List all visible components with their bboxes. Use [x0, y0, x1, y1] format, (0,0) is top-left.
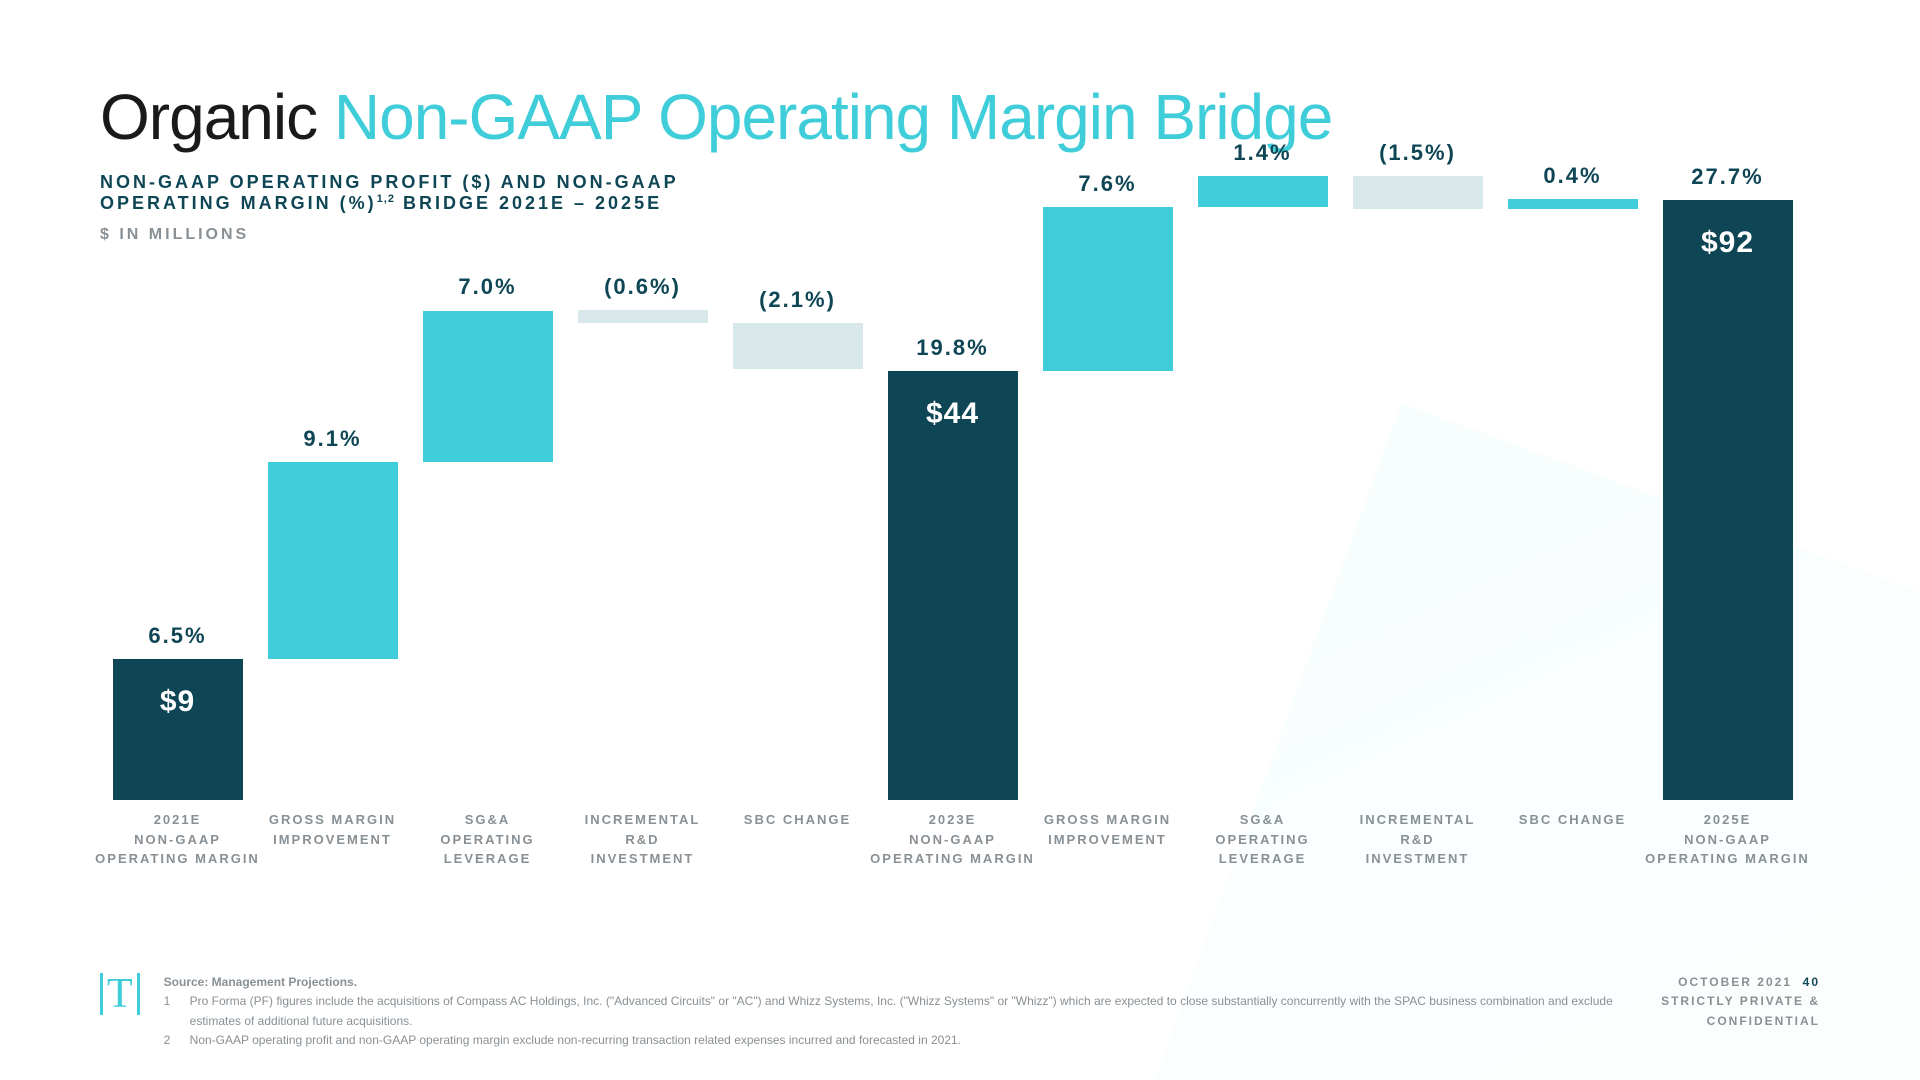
chart-column: (2.1%)	[720, 170, 875, 800]
chart-value-label: $92	[1701, 226, 1754, 260]
chart-bar	[1508, 199, 1638, 209]
chart-pct-label: 6.5%	[148, 623, 206, 649]
title-cyan: Non-GAAP Operating Margin Bridge	[334, 81, 1332, 153]
chart-pct-label: 27.7%	[1691, 164, 1763, 190]
logo-icon: T	[100, 973, 140, 1015]
chart-column: 1.4%	[1185, 170, 1340, 800]
chart-bar	[1663, 200, 1793, 800]
chart-value-label: $44	[926, 397, 979, 431]
chart-xlabel: INCREMENTALR&DINVESTMENT	[1332, 810, 1503, 869]
chart-xlabel: INCREMENTALR&DINVESTMENT	[557, 810, 728, 869]
confidential-label: STRICTLY PRIVATE &CONFIDENTIAL	[1661, 992, 1820, 1030]
chart-xlabel: GROSS MARGINIMPROVEMENT	[247, 810, 418, 849]
chart-xlabel: SG&AOPERATINGLEVERAGE	[1177, 810, 1348, 869]
footer-meta: OCTOBER 2021 40 STRICTLY PRIVATE &CONFID…	[1661, 973, 1820, 1031]
chart-bar	[268, 462, 398, 659]
chart-pct-label: 7.6%	[1078, 171, 1136, 197]
chart-column: (1.5%)	[1340, 170, 1495, 800]
slide: Organic Non-GAAP Operating Margin Bridge…	[0, 0, 1920, 1080]
chart-value-label: $9	[160, 685, 195, 719]
footnotes: Source: Management Projections. 1Pro For…	[164, 973, 1637, 1050]
chart-xlabel: GROSS MARGINIMPROVEMENT	[1022, 810, 1193, 849]
chart-bar	[1043, 207, 1173, 372]
chart-column: 7.0%	[410, 170, 565, 800]
chart-xaxis: 2021ENON-GAAPOPERATING MARGINGROSS MARGI…	[100, 810, 1820, 890]
footer: T Source: Management Projections. 1Pro F…	[100, 973, 1820, 1050]
footnote-1: 1Pro Forma (PF) figures include the acqu…	[164, 992, 1637, 1030]
chart-bar	[733, 323, 863, 368]
chart-column: 6.5% $9	[100, 170, 255, 800]
waterfall-chart: 6.5% $9 9.1% 7.0% (0.6%) (2.1%) 19.8% $44 7.6% 1.…	[100, 170, 1820, 890]
footnote-2: 2Non-GAAP operating profit and non-GAAP …	[164, 1031, 1637, 1050]
page-title: Organic Non-GAAP Operating Margin Bridge	[100, 80, 1820, 154]
chart-xlabel: 2021ENON-GAAPOPERATING MARGIN	[92, 810, 263, 869]
chart-bar	[113, 659, 243, 800]
chart-column: 7.6%	[1030, 170, 1185, 800]
chart-plot: 6.5% $9 9.1% 7.0% (0.6%) (2.1%) 19.8% $44 7.6% 1.…	[100, 170, 1820, 800]
source-line: Source: Management Projections.	[164, 973, 1637, 992]
chart-column: 19.8% $44	[875, 170, 1030, 800]
chart-pct-label: (1.5%)	[1379, 140, 1456, 166]
chart-bar	[578, 310, 708, 323]
chart-bar	[1353, 176, 1483, 208]
chart-bar	[423, 311, 553, 463]
chart-pct-label: (2.1%)	[759, 287, 836, 313]
chart-pct-label: 7.0%	[458, 274, 516, 300]
chart-column: (0.6%)	[565, 170, 720, 800]
chart-xlabel: 2023ENON-GAAPOPERATING MARGIN	[867, 810, 1038, 869]
chart-xlabel: SBC CHANGE	[712, 810, 883, 830]
chart-pct-label: 1.4%	[1233, 140, 1291, 166]
chart-xlabel: SBC CHANGE	[1487, 810, 1658, 830]
chart-xlabel: 2025ENON-GAAPOPERATING MARGIN	[1642, 810, 1813, 869]
chart-pct-label: (0.6%)	[604, 274, 681, 300]
chart-pct-label: 19.8%	[916, 335, 988, 361]
chart-pct-label: 0.4%	[1543, 163, 1601, 189]
chart-column: 0.4%	[1495, 170, 1650, 800]
chart-column: 27.7%$92	[1650, 170, 1805, 800]
chart-pct-label: 9.1%	[303, 426, 361, 452]
chart-bar	[1198, 176, 1328, 206]
title-dark: Organic	[100, 81, 334, 153]
chart-bar	[888, 371, 1018, 800]
chart-column: 9.1%	[255, 170, 410, 800]
chart-xlabel: SG&AOPERATINGLEVERAGE	[402, 810, 573, 869]
